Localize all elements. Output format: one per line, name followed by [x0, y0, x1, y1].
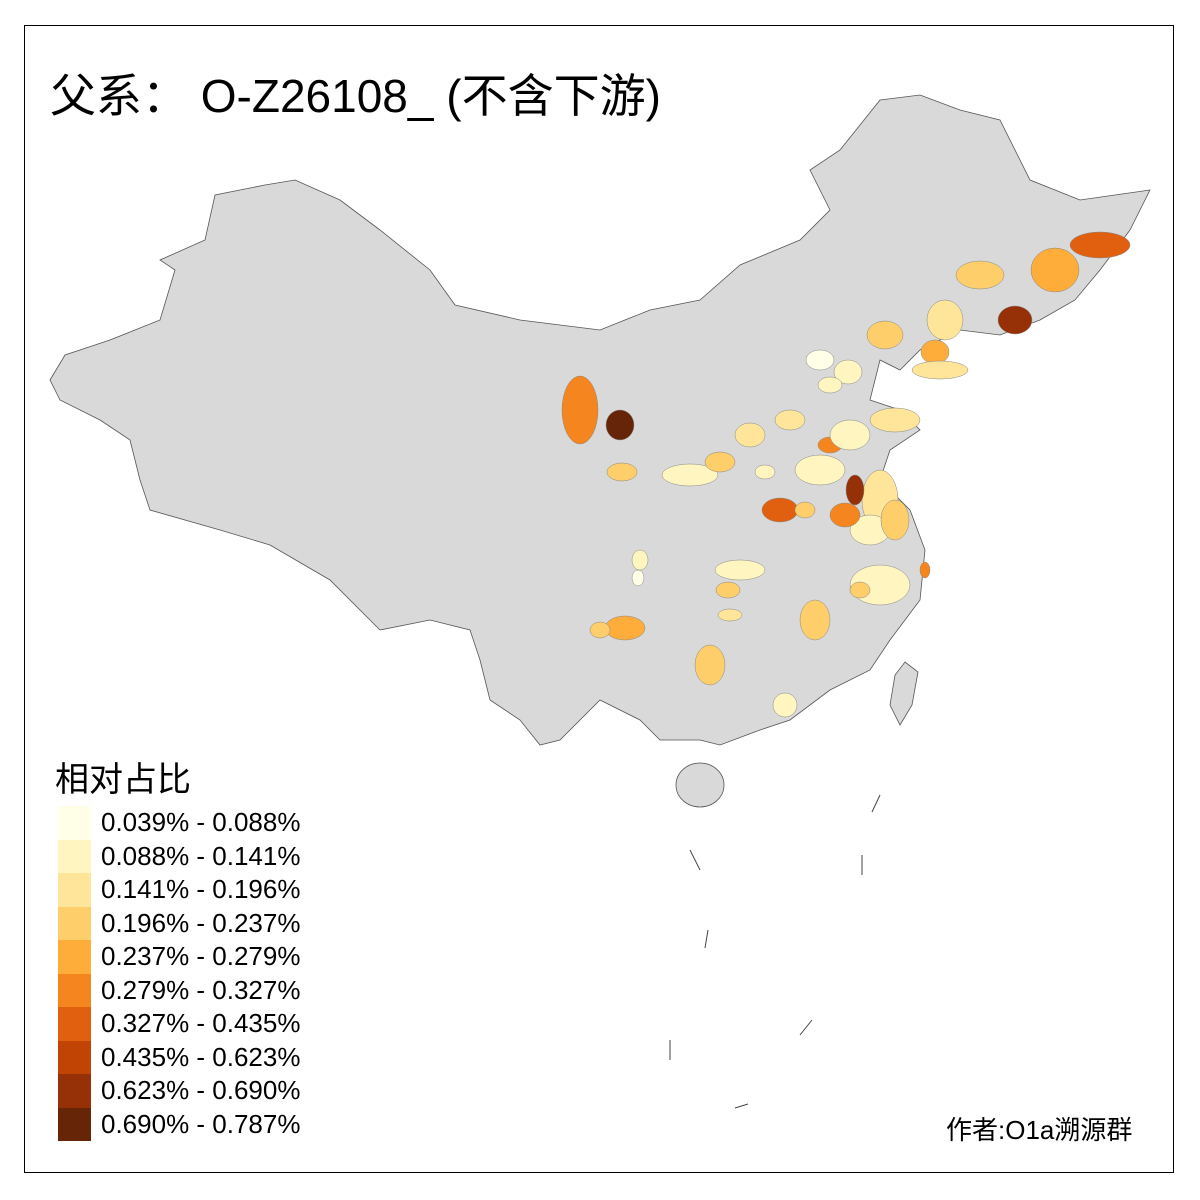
map-frame: [24, 25, 1174, 1173]
legend-item: 0.237% - 0.279%: [58, 940, 300, 974]
legend-swatch: [58, 1040, 91, 1074]
legend-label: 0.141% - 0.196%: [101, 874, 301, 905]
map-title: 父系： O-Z26108_ (不含下游): [50, 70, 661, 122]
legend-item: 0.088% - 0.141%: [58, 839, 301, 873]
legend-label: 0.279% - 0.327%: [101, 974, 301, 1005]
legend-label: 0.039% - 0.088%: [101, 807, 301, 838]
region-polygon: [717, 608, 743, 622]
legend-swatch: [58, 806, 91, 840]
legend: 0.039% - 0.088% 0.088% - 0.141% 0.141% - 0…: [58, 806, 300, 1141]
legend-item: 0.039% - 0.088%: [58, 806, 300, 840]
region-polygon: [715, 581, 741, 599]
legend-label: 0.237% - 0.279%: [101, 941, 301, 972]
hainan-island: [675, 762, 725, 808]
region-polygon: [754, 464, 776, 480]
region-polygon: [926, 299, 964, 341]
region-polygon: [1030, 247, 1080, 293]
region-polygon: [694, 644, 726, 686]
legend-swatch: [58, 1007, 91, 1041]
legend-item: 0.279% - 0.327%: [58, 973, 301, 1007]
region-polygon: [561, 375, 599, 445]
legend-item: 0.690% - 0.787%: [58, 1107, 301, 1141]
legend-title: 相对占比: [55, 760, 191, 800]
legend-item: 0.623% - 0.690%: [58, 1074, 300, 1108]
region-polygon: [704, 451, 736, 473]
region-polygon: [866, 320, 904, 350]
legend-label: 0.623% - 0.690%: [101, 1075, 301, 1106]
region-polygon: [919, 561, 931, 579]
region-polygon: [829, 502, 861, 528]
region-polygon: [920, 339, 950, 365]
region-polygon: [761, 497, 799, 523]
region-polygon: [845, 474, 865, 506]
legend-item: 0.435% - 0.623%: [58, 1040, 301, 1074]
region-polygon: [799, 599, 831, 641]
legend-item: 0.327% - 0.435%: [58, 1007, 300, 1041]
legend-label: 0.327% - 0.435%: [101, 1008, 301, 1039]
legend-label: 0.690% - 0.787%: [101, 1108, 301, 1139]
region-polygon: [849, 581, 871, 599]
region-layer: [561, 231, 1131, 718]
region-polygon: [955, 260, 1005, 290]
legend-swatch: [58, 906, 91, 940]
legend-swatch: [58, 973, 91, 1007]
taiwan-island: [889, 661, 919, 726]
legend-swatch: [58, 1107, 91, 1141]
region-polygon: [631, 569, 645, 587]
legend-swatch: [58, 1074, 91, 1108]
legend-item: 0.141% - 0.196%: [58, 873, 300, 907]
region-polygon: [829, 419, 871, 451]
region-polygon: [772, 692, 798, 718]
region-polygon: [631, 549, 649, 571]
region-polygon: [794, 501, 816, 519]
author-credit: 作者:O1a溯源群: [946, 1115, 1133, 1145]
region-polygon: [604, 615, 646, 641]
region-polygon: [794, 454, 846, 486]
region-polygon: [589, 621, 611, 639]
region-polygon: [1069, 231, 1131, 259]
region-polygon: [774, 409, 806, 431]
legend-swatch: [58, 839, 91, 873]
region-polygon: [805, 349, 835, 371]
legend-label: 0.196% - 0.237%: [101, 907, 301, 938]
region-polygon: [605, 409, 635, 441]
legend-item: 0.196% - 0.237%: [58, 906, 301, 940]
south-sea-islands: [669, 794, 881, 1109]
region-polygon: [817, 376, 843, 394]
region-polygon: [833, 359, 863, 385]
legend-label: 0.088% - 0.141%: [101, 840, 301, 871]
legend-label: 0.435% - 0.623%: [101, 1041, 301, 1072]
region-polygon: [869, 407, 921, 433]
region-polygon: [997, 305, 1033, 335]
region-polygon: [714, 559, 766, 581]
region-polygon: [606, 462, 638, 482]
region-polygon: [734, 422, 766, 448]
region-polygon: [880, 499, 910, 541]
china-base-outline: [49, 94, 1151, 746]
legend-swatch: [58, 873, 91, 907]
legend-swatch: [58, 940, 91, 974]
region-polygon: [661, 463, 719, 487]
region-polygon: [911, 360, 969, 380]
